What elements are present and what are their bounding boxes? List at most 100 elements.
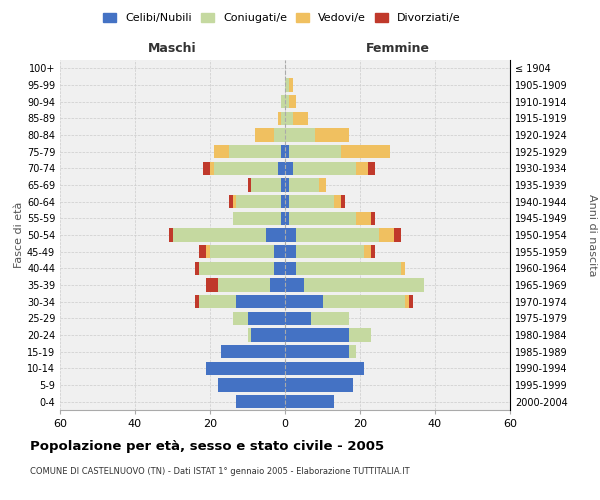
Bar [218, 378, 285, 392]
Bar [285, 95, 289, 108]
Bar [311, 312, 349, 325]
Bar [401, 262, 405, 275]
Bar [285, 262, 296, 275]
Bar [248, 312, 285, 325]
Bar [364, 245, 371, 258]
Bar [319, 178, 326, 192]
Bar [169, 228, 173, 241]
Text: COMUNE DI CASTELNUOVO (TN) - Dati ISTAT 1° gennaio 2005 - Elaborazione TUTTITALI: COMUNE DI CASTELNUOVO (TN) - Dati ISTAT … [30, 468, 410, 476]
Bar [285, 212, 289, 225]
Bar [409, 295, 413, 308]
Bar [289, 78, 293, 92]
Bar [285, 78, 289, 92]
Bar [274, 262, 285, 275]
Bar [210, 162, 214, 175]
Bar [285, 162, 293, 175]
Bar [281, 112, 285, 125]
Bar [394, 228, 401, 241]
Bar [274, 245, 285, 258]
Bar [289, 95, 296, 108]
Bar [296, 228, 379, 241]
Bar [289, 195, 334, 208]
Bar [229, 145, 281, 158]
Bar [285, 178, 289, 192]
Bar [296, 262, 401, 275]
Bar [277, 112, 281, 125]
Bar [285, 295, 323, 308]
Bar [285, 395, 334, 408]
Bar [293, 162, 356, 175]
Bar [285, 145, 289, 158]
Bar [281, 178, 285, 192]
Bar [285, 195, 289, 208]
Bar [210, 245, 274, 258]
Bar [367, 162, 375, 175]
Bar [371, 245, 375, 258]
Bar [285, 345, 349, 358]
Bar [285, 278, 304, 291]
Bar [371, 212, 375, 225]
Bar [349, 328, 371, 342]
Text: Maschi: Maschi [148, 42, 197, 55]
Bar [233, 312, 248, 325]
Bar [199, 295, 236, 308]
Bar [356, 212, 371, 225]
Bar [206, 278, 218, 291]
Bar [281, 195, 285, 208]
Bar [341, 195, 345, 208]
Y-axis label: Anni di nascita: Anni di nascita [587, 194, 597, 276]
Y-axis label: Fasce di età: Fasce di età [14, 202, 24, 268]
Bar [199, 262, 274, 275]
Bar [255, 128, 274, 141]
Bar [236, 295, 285, 308]
Bar [281, 145, 285, 158]
Bar [293, 112, 308, 125]
Bar [349, 345, 356, 358]
Bar [195, 295, 199, 308]
Bar [289, 145, 341, 158]
Text: Popolazione per età, sesso e stato civile - 2005: Popolazione per età, sesso e stato civil… [30, 440, 384, 453]
Bar [236, 395, 285, 408]
Bar [323, 295, 405, 308]
Bar [285, 112, 293, 125]
Bar [229, 195, 233, 208]
Bar [206, 362, 285, 375]
Bar [274, 128, 285, 141]
Bar [199, 245, 206, 258]
Bar [304, 278, 424, 291]
Bar [334, 195, 341, 208]
Bar [285, 245, 296, 258]
Bar [270, 278, 285, 291]
Bar [251, 178, 281, 192]
Bar [221, 345, 285, 358]
Bar [195, 262, 199, 275]
Bar [289, 212, 356, 225]
Bar [285, 378, 353, 392]
Bar [248, 178, 251, 192]
Bar [289, 178, 319, 192]
Bar [173, 228, 266, 241]
Bar [251, 328, 285, 342]
Legend: Celibi/Nubili, Coniugati/e, Vedovi/e, Divorziati/e: Celibi/Nubili, Coniugati/e, Vedovi/e, Di… [99, 8, 465, 28]
Bar [266, 228, 285, 241]
Bar [281, 212, 285, 225]
Bar [285, 228, 296, 241]
Bar [296, 245, 364, 258]
Bar [233, 195, 236, 208]
Bar [277, 162, 285, 175]
Bar [214, 145, 229, 158]
Bar [206, 245, 210, 258]
Bar [214, 162, 277, 175]
Bar [236, 195, 281, 208]
Bar [405, 295, 409, 308]
Bar [285, 362, 364, 375]
Bar [248, 328, 251, 342]
Bar [356, 162, 367, 175]
Bar [285, 312, 311, 325]
Bar [379, 228, 394, 241]
Bar [315, 128, 349, 141]
Bar [285, 128, 315, 141]
Bar [203, 162, 210, 175]
Bar [341, 145, 390, 158]
Bar [281, 95, 285, 108]
